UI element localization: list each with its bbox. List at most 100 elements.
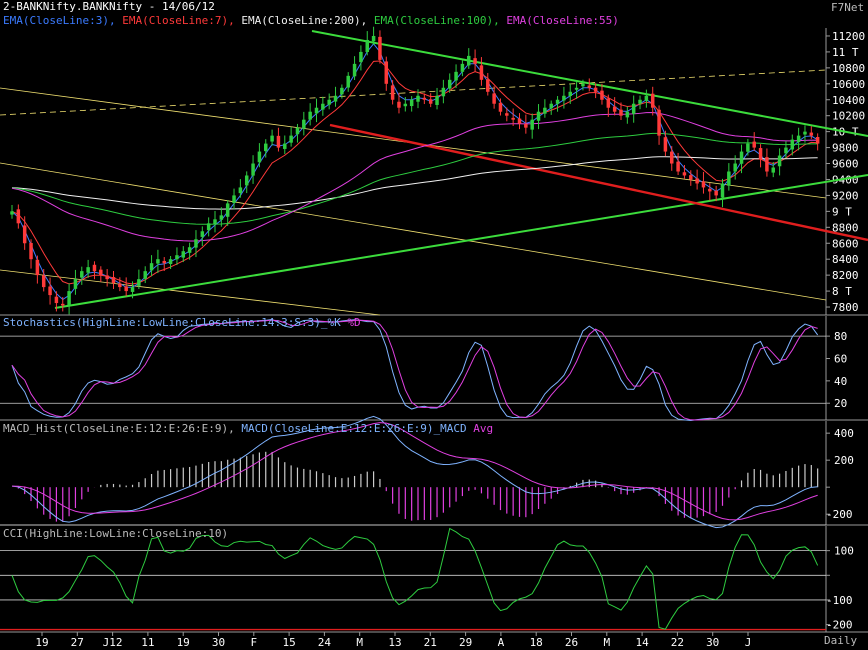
candle-body: [625, 111, 630, 118]
ema-7-line: [11, 60, 818, 285]
candle-body: [505, 113, 509, 116]
x-axis: Daily 19 27 J12 11 19 30 F 15 24 M 13 21 29 A 18 26 M 14 2…: [35, 632, 857, 649]
candle-body: [454, 71, 458, 81]
candle-body: [295, 127, 300, 135]
candle-body: [333, 95, 338, 102]
y-tick-label: 9600: [832, 158, 859, 171]
trend-line-dashed: [0, 69, 827, 116]
candle-body: [803, 131, 807, 135]
candle-body: [302, 119, 306, 129]
candle-body: [644, 95, 649, 101]
candle-body: [568, 91, 572, 97]
candle-body: [92, 264, 97, 272]
candle-body: [397, 101, 401, 108]
chart-title: 2-BANKNifty.BANKNifty - 14/06/12: [3, 0, 215, 13]
candle-body: [784, 147, 788, 154]
y-tick-label: -200: [826, 508, 853, 521]
candle-body: [371, 35, 376, 42]
indicator-legend: EMA(CloseLine:3), EMA(CloseLine:7), EMA(…: [3, 14, 619, 27]
y-tick-label: 200: [834, 454, 854, 467]
label-part: MACD(CloseLine:E:12:E:26:E:9)_MACD: [235, 422, 467, 435]
candle-body: [352, 63, 357, 77]
candle-body: [447, 79, 452, 89]
y-tick-label: 60: [834, 352, 847, 365]
candle-body: [638, 99, 642, 104]
candle-body: [130, 287, 135, 292]
candle-body: [606, 98, 611, 108]
candle-body: [384, 61, 389, 84]
candle-body: [720, 183, 725, 198]
candle-body: [619, 109, 623, 116]
stoch-d-line: [11, 319, 818, 421]
candle-body: [80, 271, 84, 278]
ema-55-line: [11, 112, 818, 242]
candle-body: [403, 103, 408, 107]
x-tick-label: 13: [388, 636, 401, 649]
candle-body: [225, 203, 230, 217]
y-tick-label: 10600: [832, 78, 865, 91]
trend-line: [0, 269, 381, 316]
y-tick-label: 9800: [832, 142, 859, 155]
macd-avg-line: [11, 422, 818, 521]
channel-line: [329, 123, 868, 242]
candle-body: [587, 85, 592, 88]
candle-body: [492, 93, 496, 104]
y-tick-label: 20: [834, 397, 847, 410]
candle-body: [460, 63, 465, 72]
candle-body: [790, 139, 795, 150]
resistance-line: [311, 30, 868, 137]
label-part: %D: [341, 316, 361, 329]
candle-body: [543, 107, 547, 114]
candle-body: [61, 303, 65, 306]
candle-body: [314, 107, 319, 114]
stoch-k-line: [11, 318, 819, 421]
candle-body: [695, 178, 699, 184]
x-tick-label: A: [498, 636, 505, 649]
candle-body: [409, 99, 414, 107]
candle-body: [206, 223, 211, 231]
candle-body: [10, 211, 14, 215]
candle-body: [555, 99, 560, 104]
candle-body: [289, 135, 293, 143]
candle-body: [758, 148, 763, 160]
candle-body: [536, 111, 541, 121]
candle-body: [714, 190, 718, 196]
candle-body: [663, 137, 668, 152]
x-axis-label: Daily: [824, 634, 857, 647]
candle-body: [435, 95, 439, 105]
macd-label: MACD_Hist(CloseLine:E:12:E:26:E:9), MACD…: [3, 422, 493, 435]
candle-body: [321, 103, 325, 110]
candle-body: [86, 267, 90, 273]
candle-body: [422, 97, 427, 100]
candle-body: [733, 163, 737, 172]
candle-body: [631, 103, 636, 114]
candle-body: [137, 279, 141, 286]
candle-body: [168, 259, 173, 264]
chart-header: 2-BANKNifty.BANKNifty - 14/06/12 F7Net E…: [3, 0, 864, 27]
candle-body: [264, 143, 268, 152]
candle-body: [238, 187, 243, 194]
y-tick-label: 80: [834, 330, 847, 343]
candle-body: [111, 277, 116, 284]
candle-body: [593, 87, 598, 92]
x-tick-label: J12: [103, 636, 123, 649]
y-tick-label: 10800: [832, 62, 865, 75]
x-tick-label: M: [356, 636, 363, 649]
x-tick-label: F: [250, 636, 257, 649]
candle-body: [194, 239, 198, 248]
candle-body: [486, 79, 490, 92]
candle-body: [562, 95, 566, 101]
candle-body: [257, 151, 262, 163]
ema-100-line: [11, 132, 818, 225]
candle-body: [213, 219, 217, 225]
candle-body: [346, 75, 350, 88]
y-tick-label: 8800: [832, 221, 859, 234]
candle-body: [739, 151, 744, 164]
y-tick-label: -100: [826, 594, 853, 607]
cci-line: [11, 527, 819, 630]
candle-body: [549, 103, 553, 109]
candle-body: [473, 58, 477, 64]
candle-body: [701, 181, 706, 188]
candle-body: [416, 95, 420, 102]
candle-body: [41, 275, 46, 288]
